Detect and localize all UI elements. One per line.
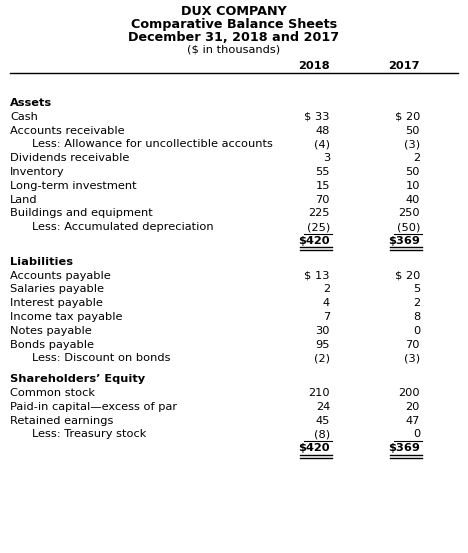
- Text: 50: 50: [405, 167, 420, 177]
- Text: 210: 210: [308, 388, 330, 398]
- Text: Land: Land: [10, 195, 37, 205]
- Text: (3): (3): [404, 353, 420, 363]
- Text: Inventory: Inventory: [10, 167, 65, 177]
- Text: 47: 47: [406, 416, 420, 426]
- Text: 2: 2: [323, 284, 330, 294]
- Text: 20: 20: [406, 402, 420, 412]
- Text: December 31, 2018 and 2017: December 31, 2018 and 2017: [128, 31, 340, 44]
- Text: 15: 15: [315, 181, 330, 191]
- Text: DUX COMPANY: DUX COMPANY: [181, 5, 287, 18]
- Text: 2017: 2017: [388, 61, 420, 71]
- Text: 3: 3: [323, 153, 330, 163]
- Text: 5: 5: [413, 284, 420, 294]
- Text: 10: 10: [405, 181, 420, 191]
- Text: 2: 2: [413, 298, 420, 308]
- Text: 0: 0: [413, 429, 420, 440]
- Text: Income tax payable: Income tax payable: [10, 312, 123, 322]
- Text: 48: 48: [315, 126, 330, 135]
- Text: Comparative Balance Sheets: Comparative Balance Sheets: [131, 18, 337, 31]
- Text: Liabilities: Liabilities: [10, 257, 73, 267]
- Text: 2: 2: [413, 153, 420, 163]
- Text: (3): (3): [404, 139, 420, 149]
- Text: $420: $420: [299, 443, 330, 453]
- Text: ($ in thousands): ($ in thousands): [188, 44, 280, 54]
- Text: 250: 250: [398, 208, 420, 218]
- Text: Less: Treasury stock: Less: Treasury stock: [32, 429, 146, 440]
- Text: 24: 24: [316, 402, 330, 412]
- Text: Accounts payable: Accounts payable: [10, 270, 111, 280]
- Text: Paid-in capital—excess of par: Paid-in capital—excess of par: [10, 402, 177, 412]
- Text: Retained earnings: Retained earnings: [10, 416, 113, 426]
- Text: (2): (2): [314, 353, 330, 363]
- Text: Common stock: Common stock: [10, 388, 95, 398]
- Text: 95: 95: [315, 340, 330, 349]
- Text: (4): (4): [314, 139, 330, 149]
- Text: 70: 70: [315, 195, 330, 205]
- Text: Cash: Cash: [10, 112, 38, 122]
- Text: $ 33: $ 33: [305, 112, 330, 122]
- Text: 4: 4: [323, 298, 330, 308]
- Text: Salaries payable: Salaries payable: [10, 284, 104, 294]
- Text: Shareholders’ Equity: Shareholders’ Equity: [10, 374, 145, 384]
- Text: Less: Allowance for uncollectible accounts: Less: Allowance for uncollectible accoun…: [32, 139, 273, 149]
- Text: Dividends receivable: Dividends receivable: [10, 153, 129, 163]
- Text: 50: 50: [405, 126, 420, 135]
- Text: 8: 8: [413, 312, 420, 322]
- Text: $420: $420: [299, 236, 330, 246]
- Text: Less: Accumulated depreciation: Less: Accumulated depreciation: [32, 222, 213, 232]
- Text: Assets: Assets: [10, 98, 52, 108]
- Text: 40: 40: [406, 195, 420, 205]
- Text: Bonds payable: Bonds payable: [10, 340, 94, 349]
- Text: $ 20: $ 20: [395, 270, 420, 280]
- Text: Buildings and equipment: Buildings and equipment: [10, 208, 153, 218]
- Text: $ 20: $ 20: [395, 112, 420, 122]
- Text: 30: 30: [315, 326, 330, 336]
- Text: (8): (8): [314, 429, 330, 440]
- Text: Long-term investment: Long-term investment: [10, 181, 137, 191]
- Text: (25): (25): [307, 222, 330, 232]
- Text: $369: $369: [388, 443, 420, 453]
- Text: 200: 200: [398, 388, 420, 398]
- Text: Accounts receivable: Accounts receivable: [10, 126, 124, 135]
- Text: 0: 0: [413, 326, 420, 336]
- Text: Interest payable: Interest payable: [10, 298, 103, 308]
- Text: Less: Discount on bonds: Less: Discount on bonds: [32, 353, 170, 363]
- Text: 225: 225: [308, 208, 330, 218]
- Text: 70: 70: [405, 340, 420, 349]
- Text: (50): (50): [396, 222, 420, 232]
- Text: $ 13: $ 13: [305, 270, 330, 280]
- Text: $369: $369: [388, 236, 420, 246]
- Text: 7: 7: [323, 312, 330, 322]
- Text: 55: 55: [315, 167, 330, 177]
- Text: 2018: 2018: [299, 61, 330, 71]
- Text: Notes payable: Notes payable: [10, 326, 92, 336]
- Text: 45: 45: [315, 416, 330, 426]
